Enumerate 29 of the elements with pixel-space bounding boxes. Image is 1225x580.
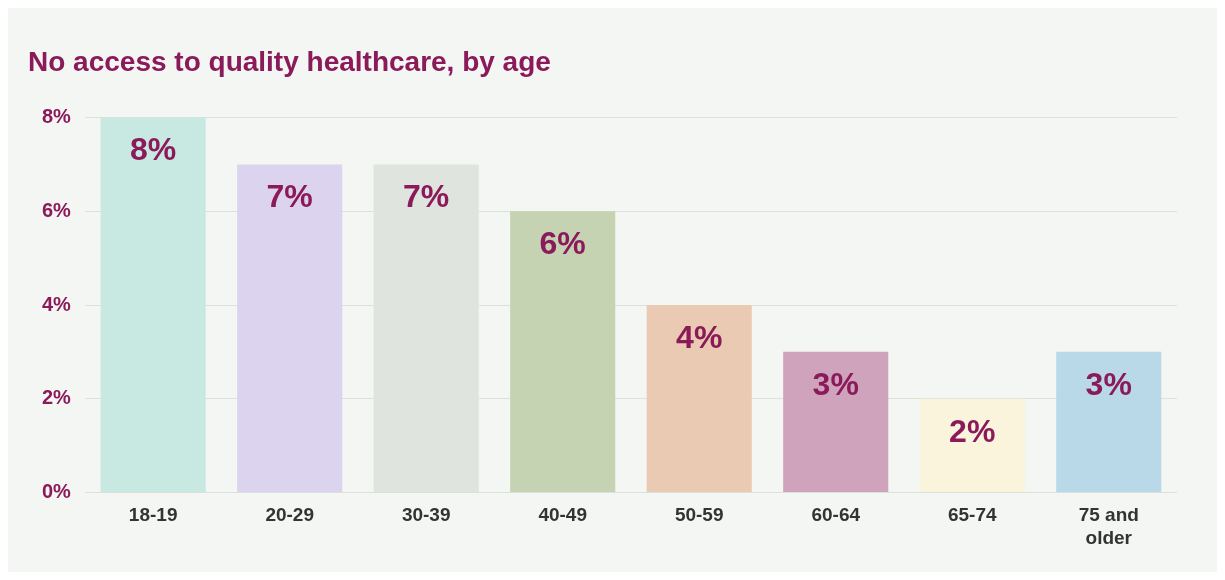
bar	[1056, 351, 1162, 492]
bar	[100, 117, 206, 492]
x-tick-label: 50-59	[674, 504, 724, 526]
data-label: 6%	[539, 225, 586, 262]
y-tick-label: 2%	[42, 386, 72, 409]
bar	[783, 351, 889, 492]
data-label: 2%	[949, 412, 996, 449]
x-tick-label: 60-64	[811, 504, 861, 526]
x-tick-label: 18-19	[128, 504, 178, 526]
chart-title: No access to quality healthcare, by age	[28, 45, 551, 77]
x-tick-label: 30-39	[401, 504, 451, 526]
y-tick-label: 0%	[42, 479, 72, 502]
data-label: 3%	[1085, 365, 1132, 402]
bar	[646, 305, 752, 492]
x-tick-label: 40-49	[538, 504, 587, 526]
y-tick-label: 8%	[42, 105, 72, 128]
data-label: 8%	[130, 131, 177, 168]
bar	[510, 211, 616, 492]
data-label: 7%	[403, 178, 450, 215]
data-label: 3%	[812, 365, 859, 402]
x-tick-label: 75 and older	[1078, 504, 1139, 548]
y-tick-label: 6%	[42, 198, 72, 221]
bar	[237, 164, 343, 492]
bar	[919, 398, 1025, 492]
data-label: 4%	[676, 318, 723, 355]
x-tick-label: 20-29	[265, 504, 314, 526]
x-tick-label: 65-74	[947, 504, 997, 526]
y-tick-label: 4%	[42, 292, 72, 315]
data-label: 7%	[266, 178, 313, 215]
